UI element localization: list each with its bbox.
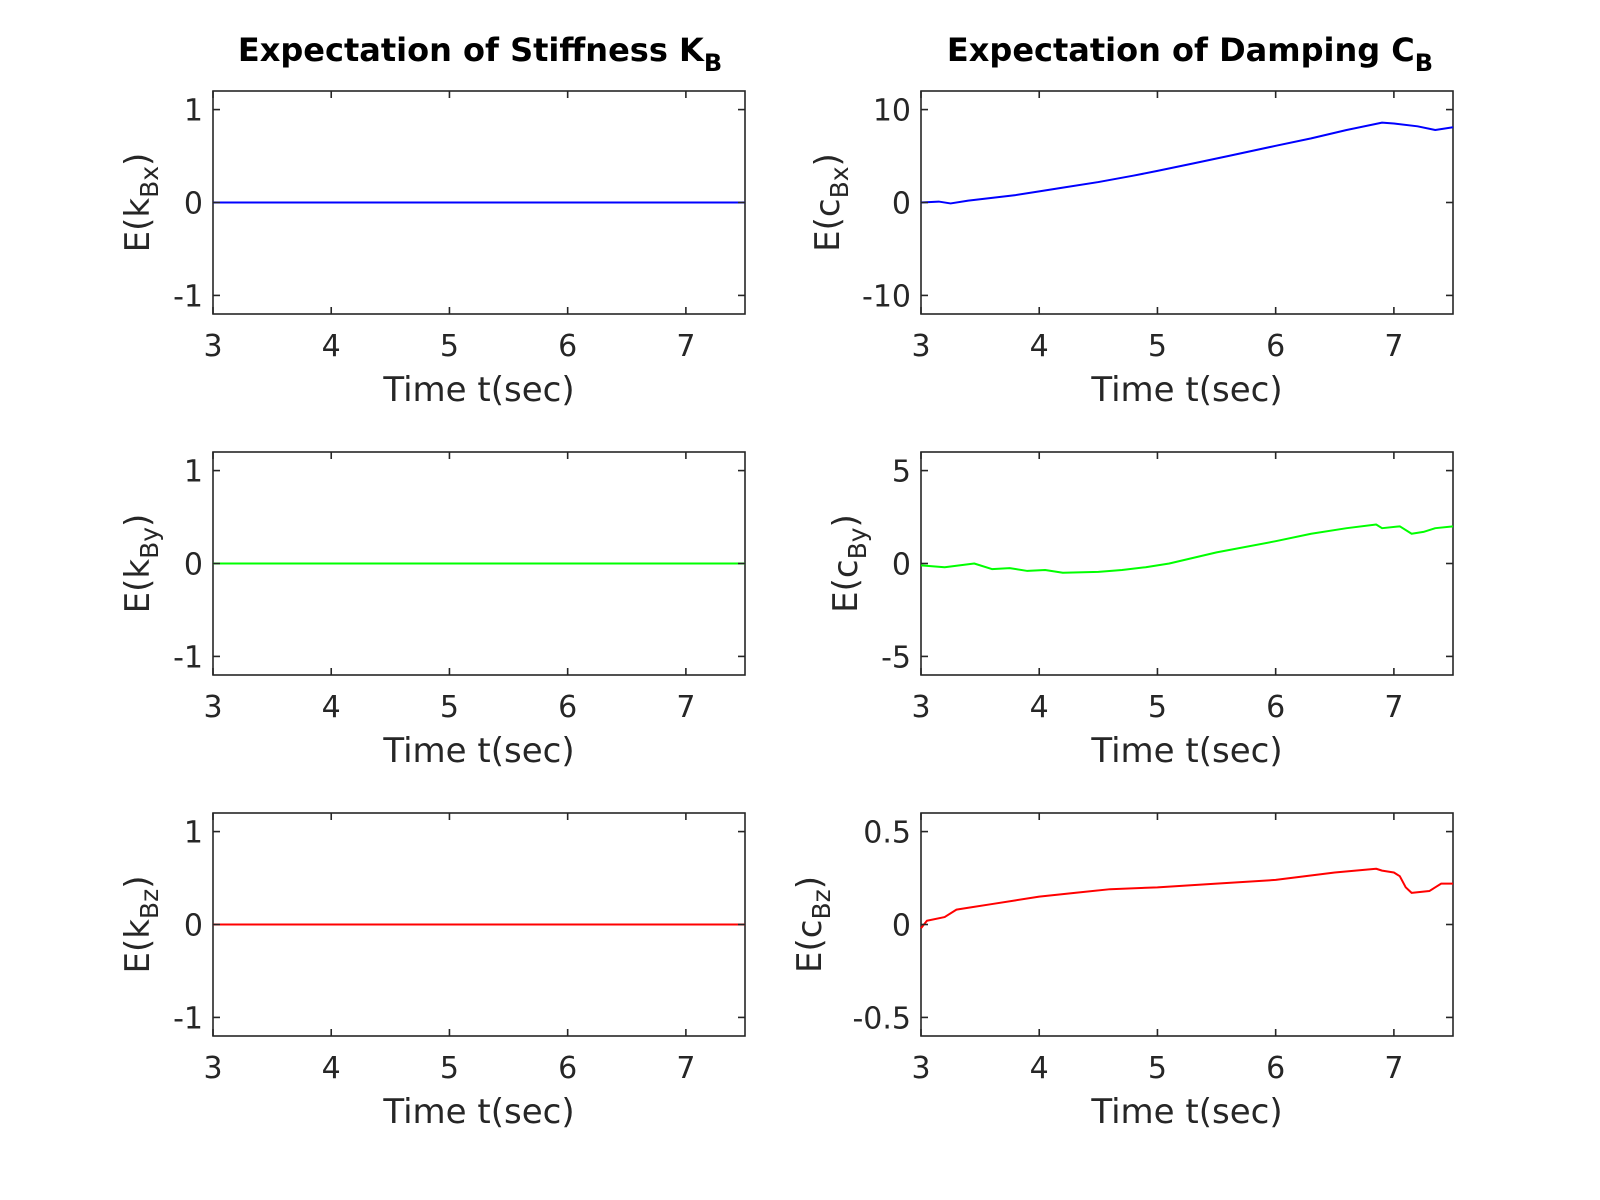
x-axis-label-kbx: Time t(sec) (382, 370, 574, 410)
y-axis-label-post: ) (118, 514, 158, 527)
y-tick-label-cbz: 0 (892, 909, 911, 944)
x-tick-label-kbz: 4 (322, 1051, 341, 1086)
x-tick-label-cby: 4 (1030, 690, 1049, 725)
y-axis-label-sub: By (843, 527, 872, 559)
subplot-kbx: 3 4 5 6 7 -1 0 1 Time t(sec) E(kBx) (118, 90, 746, 410)
y-axis-label-pre: E(c (826, 559, 866, 612)
y-axis-label-kby: E(kBy) (118, 514, 164, 614)
y-axis-label-pre: E(c (790, 920, 830, 973)
x-tick-label-kbz: 7 (676, 1051, 695, 1086)
x-tick-label-cbx: 4 (1030, 329, 1049, 364)
y-tick-label-cby: -5 (881, 640, 911, 675)
y-tick-label-cbx: 0 (892, 187, 911, 222)
subplot-cby: 3 4 5 6 7 -5 0 5 Time t(sec) E(cBy) (826, 451, 1454, 771)
y-axis-label-sub: By (135, 527, 164, 559)
x-tick-label-kbx: 5 (440, 329, 459, 364)
x-tick-label-cbx: 7 (1384, 329, 1403, 364)
y-tick-label-kby: 0 (184, 548, 203, 583)
x-tick-label-cbz: 5 (1148, 1051, 1167, 1086)
x-tick-label-kbz: 6 (558, 1051, 577, 1086)
y-axis-label-pre: E(k (118, 198, 158, 253)
x-tick-label-cbz: 4 (1030, 1051, 1049, 1086)
x-tick-label-cbz: 3 (911, 1051, 930, 1086)
x-tick-label-kbx: 6 (558, 329, 577, 364)
series-line-cbz (920, 867, 1453, 929)
y-tick-label-cbx: 10 (873, 94, 911, 129)
x-axis-label-kbz: Time t(sec) (382, 1092, 574, 1132)
y-tick-label-kbx: 0 (184, 187, 203, 222)
column-title-stiffness: Expectation of Stiffness KB (238, 31, 722, 77)
y-tick-label-cby: 0 (892, 548, 911, 583)
subplot-cbz: 3 4 5 6 7 -0.5 0 0.5 Time t(sec) E(cBz) (790, 812, 1454, 1132)
axes-box-cby (920, 451, 1454, 676)
x-tick-label-cby: 3 (911, 690, 930, 725)
y-tick-label-cby: 5 (892, 455, 911, 490)
x-tick-label-cby: 5 (1148, 690, 1167, 725)
x-tick-label-cbx: 5 (1148, 329, 1167, 364)
y-tick-label-kbz: 1 (184, 816, 203, 851)
y-axis-label-sub: Bz (807, 889, 836, 919)
series-line-cbx (920, 121, 1454, 205)
x-tick-label-kby: 3 (203, 690, 222, 725)
y-tick-label-cbz: 0.5 (863, 816, 911, 851)
x-axis-label-cby: Time t(sec) (1090, 731, 1282, 771)
x-tick-label-cby: 6 (1266, 690, 1285, 725)
y-axis-label-post: ) (118, 153, 158, 166)
y-axis-label-cby: E(cBy) (826, 514, 872, 613)
x-tick-label-kby: 5 (440, 690, 459, 725)
y-axis-label-pre: E(c (808, 198, 848, 251)
y-axis-label-sub: Bx (825, 166, 854, 198)
x-tick-label-kbx: 3 (203, 329, 222, 364)
axes-box-cbz (920, 812, 1454, 1037)
y-tick-label-kbx: -1 (173, 279, 203, 314)
x-tick-label-kby: 4 (322, 690, 341, 725)
column-title-stiffness-main: Expectation of Stiffness K (238, 31, 705, 69)
x-tick-label-cbx: 6 (1266, 329, 1285, 364)
y-axis-label-cbz: E(cBz) (790, 876, 836, 973)
x-tick-label-cbx: 3 (911, 329, 930, 364)
y-axis-label-sub: Bz (135, 889, 164, 919)
column-title-damping-sub: B (1415, 49, 1433, 77)
y-axis-label-post: ) (826, 514, 866, 527)
x-tick-label-kbz: 3 (203, 1051, 222, 1086)
series-line-cby (920, 523, 1454, 574)
y-axis-label-post: ) (808, 153, 848, 166)
y-axis-label-post: ) (790, 876, 830, 889)
y-axis-label-kbz: E(kBz) (118, 876, 164, 974)
y-tick-label-cbz: -0.5 (852, 1001, 911, 1036)
y-tick-label-cbx: -10 (862, 279, 911, 314)
y-axis-label-post: ) (118, 876, 158, 889)
x-axis-label-cbx: Time t(sec) (1090, 370, 1282, 410)
x-axis-label-cbz: Time t(sec) (1090, 1092, 1282, 1132)
subplot-kby: 3 4 5 6 7 -1 0 1 Time t(sec) E(kBy) (118, 451, 746, 771)
y-tick-label-kbz: -1 (173, 1001, 203, 1036)
column-title-stiffness-sub: B (704, 49, 722, 77)
x-tick-label-kbx: 7 (676, 329, 695, 364)
column-title-damping-main: Expectation of Damping C (947, 31, 1415, 69)
y-axis-label-pre: E(k (118, 919, 158, 974)
x-tick-label-cby: 7 (1384, 690, 1403, 725)
y-axis-label-cbx: E(cBx) (808, 153, 854, 252)
subplot-cbx: 3 4 5 6 7 -10 0 10 Time t(sec) E(cBx) (808, 90, 1454, 410)
y-axis-label-pre: E(k (118, 559, 158, 614)
x-axis-label-kby: Time t(sec) (382, 731, 574, 771)
x-tick-label-kby: 6 (558, 690, 577, 725)
column-title-damping: Expectation of Damping CB (947, 31, 1433, 77)
x-tick-label-cbz: 6 (1266, 1051, 1285, 1086)
x-tick-label-kby: 7 (676, 690, 695, 725)
x-tick-label-kbz: 5 (440, 1051, 459, 1086)
y-tick-label-kby: 1 (184, 455, 203, 490)
x-tick-label-kbx: 4 (322, 329, 341, 364)
y-axis-label-kbx: E(kBx) (118, 153, 164, 253)
x-tick-label-cbz: 7 (1384, 1051, 1403, 1086)
y-tick-label-kbz: 0 (184, 909, 203, 944)
y-axis-label-sub: Bx (135, 166, 164, 198)
subplot-kbz: 3 4 5 6 7 -1 0 1 Time t(sec) E(kBz) (118, 812, 746, 1132)
y-tick-label-kbx: 1 (184, 94, 203, 129)
y-tick-label-kby: -1 (173, 640, 203, 675)
